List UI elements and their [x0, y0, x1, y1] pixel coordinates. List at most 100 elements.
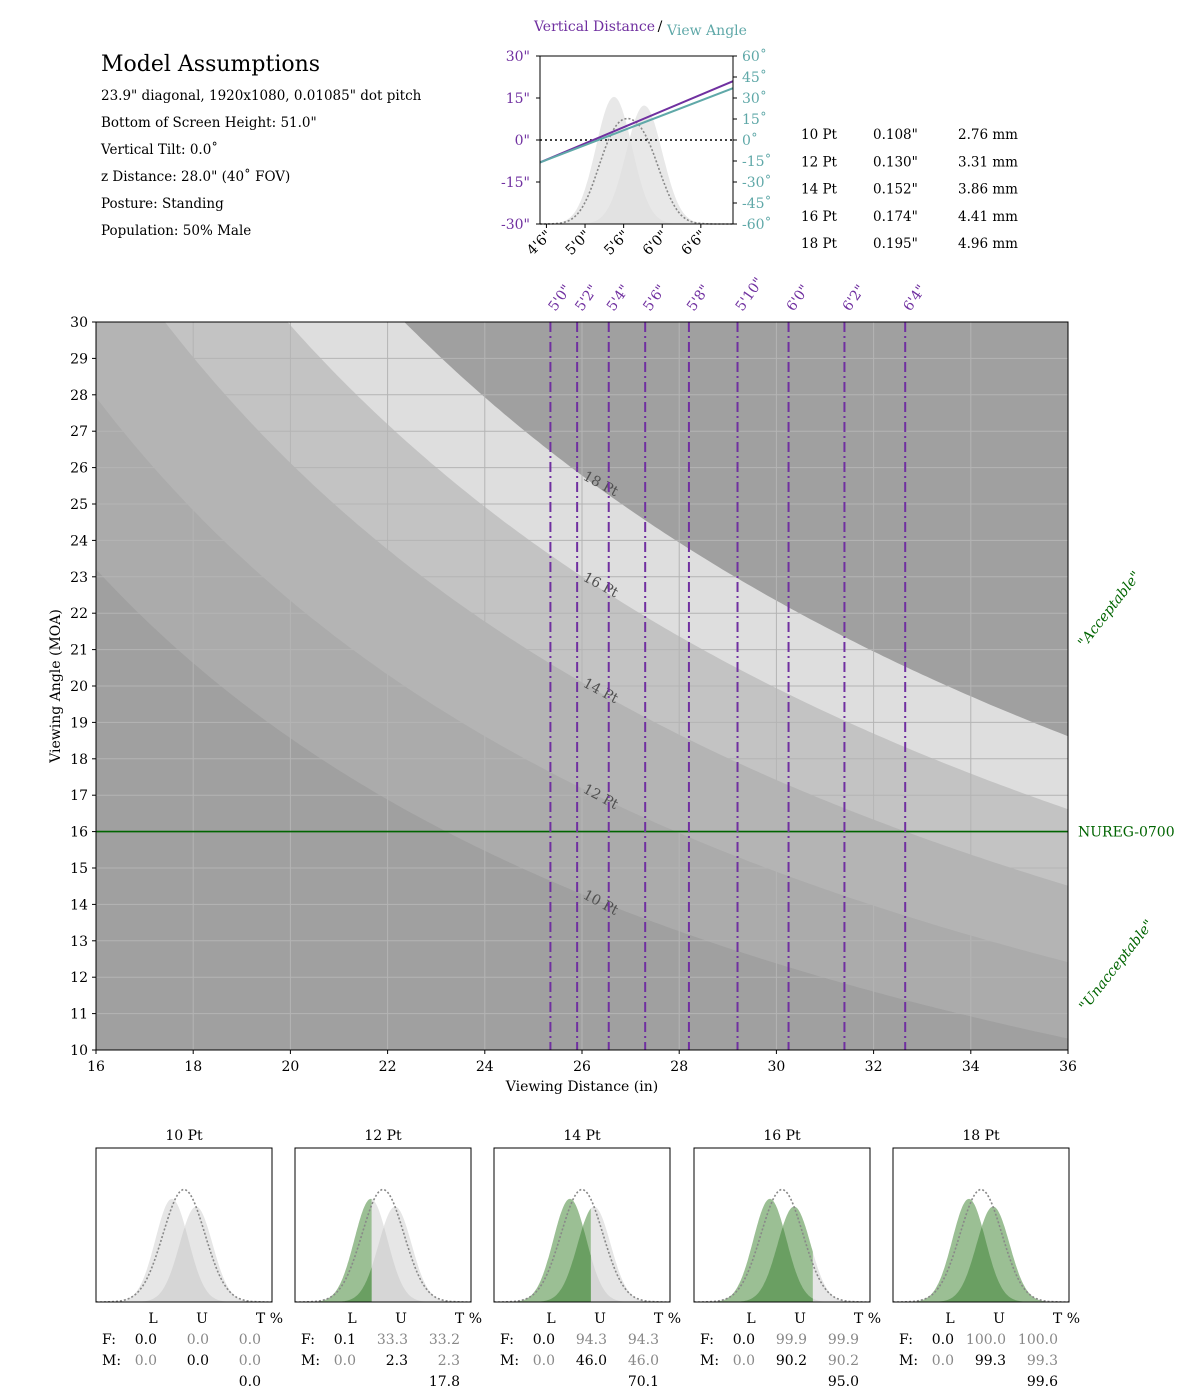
row-label-f: F: — [899, 1332, 913, 1348]
inset-title-separator: / — [658, 19, 663, 35]
female-value: 99.9 — [776, 1332, 807, 1348]
y-tick-label: 27 — [70, 424, 88, 440]
row-label-m: M: — [700, 1353, 719, 1369]
assumption-line: z Distance: 28.0" (40˚ FOV) — [101, 169, 291, 185]
panel-title: 10 Pt — [165, 1128, 203, 1144]
col-header-l: L — [945, 1311, 954, 1327]
total-curve — [295, 1188, 471, 1302]
inset-right-tick-label: 60˚ — [742, 48, 767, 65]
unacceptable-label: "Unacceptable" — [1076, 917, 1157, 1014]
inset-x-tick-label: 5'6" — [601, 228, 632, 259]
font-table-mm: 4.41 mm — [958, 209, 1018, 225]
row-label-f: F: — [500, 1332, 514, 1348]
inset-x-tick-label: 5'0" — [563, 228, 594, 259]
total-value: 70.1 — [628, 1374, 659, 1390]
female-distribution — [540, 96, 733, 224]
male-value: 90.2 — [776, 1353, 807, 1369]
panel-frame — [294, 1147, 472, 1303]
col-header-u: U — [196, 1311, 208, 1327]
col-header-l: L — [347, 1311, 356, 1327]
y-tick-label: 26 — [70, 461, 88, 477]
male-value: 0.0 — [187, 1353, 209, 1369]
assumptions-title: Model Assumptions — [101, 52, 321, 77]
y-tick-label: 11 — [70, 1007, 88, 1023]
y-tick-label: 20 — [70, 679, 88, 695]
female-accommodated — [295, 1198, 372, 1302]
accommodation-panel: 16 Pt L U T % F: M: 0.0 99.9 99.9 0.0 90.2 90.2 95.0 — [693, 1128, 881, 1390]
overlap-accommodated — [893, 1226, 1058, 1302]
font-table-pt: 12 Pt — [801, 154, 838, 170]
female-value: 0.0 — [533, 1332, 555, 1348]
accommodation-panel: 12 Pt L U T % F: M: 0.1 33.3 33.2 0.0 2.3 2.3 17.8 — [294, 1128, 482, 1390]
y-tick-label: 29 — [70, 351, 88, 367]
font-table-pt: 14 Pt — [801, 182, 838, 198]
col-header-u: U — [594, 1311, 606, 1327]
y-tick-label: 17 — [70, 788, 88, 804]
panel-frame — [493, 1147, 671, 1303]
x-tick-label: 18 — [184, 1059, 202, 1075]
row-label-m: M: — [102, 1353, 121, 1369]
font-table-mm: 3.86 mm — [958, 182, 1018, 198]
y-tick-label: 14 — [70, 897, 88, 913]
model-assumptions: Model Assumptions 23.9" diagonal, 1920x1… — [101, 52, 481, 245]
inset-right-tick-label: -15˚ — [742, 153, 772, 170]
female-value: 0.0 — [733, 1332, 755, 1348]
female-value: 94.3 — [628, 1332, 659, 1348]
y-tick-label: 13 — [70, 934, 88, 950]
row-label-m: M: — [899, 1353, 918, 1369]
female-value: 0.1 — [334, 1332, 356, 1348]
nureg-label: NUREG-0700 — [1078, 825, 1175, 841]
y-tick-label: 10 — [70, 1043, 88, 1059]
female-value: 100.0 — [1018, 1332, 1058, 1348]
x-tick-label: 26 — [573, 1059, 591, 1075]
male-value: 0.0 — [932, 1353, 954, 1369]
accommodation-panel: 14 Pt L U T % F: M: 0.0 94.3 94.3 0.0 46.0 46.0 70.1 — [493, 1128, 681, 1390]
height-marker-label: 5'0" — [546, 282, 575, 314]
y-tick-label: 23 — [70, 570, 88, 586]
y-axis-label: Viewing Angle (MOA) — [48, 609, 64, 764]
overlap-curve — [96, 1227, 272, 1302]
x-tick-label: 32 — [865, 1059, 883, 1075]
font-table-pt: 10 Pt — [801, 127, 838, 143]
height-marker-label: 5'6" — [640, 282, 669, 314]
female-value: 94.3 — [576, 1332, 607, 1348]
height-marker-label: 5'10" — [733, 275, 767, 314]
overlap-curve — [295, 1227, 471, 1302]
inset-right-tick-label: -45˚ — [742, 195, 772, 212]
inset-left-tick-label: -15" — [501, 175, 530, 191]
total-curve — [494, 1188, 670, 1302]
panel-title: 16 Pt — [763, 1128, 801, 1144]
inset-title-vertical-distance: Vertical Distance — [533, 19, 655, 35]
y-tick-label: 22 — [70, 606, 88, 622]
font-table-inch: 0.195" — [873, 236, 918, 252]
female-value: 99.9 — [828, 1332, 859, 1348]
panel-plot-area — [694, 1188, 870, 1302]
col-header-l: L — [746, 1311, 755, 1327]
female-value: 33.3 — [377, 1332, 408, 1348]
col-header-t: T % — [854, 1311, 881, 1327]
inset-right-tick-label: 30˚ — [742, 90, 767, 107]
x-tick-label: 36 — [1059, 1059, 1077, 1075]
view-angle-line — [539, 87, 734, 164]
total-curve — [694, 1188, 870, 1302]
row-label-f: F: — [700, 1332, 714, 1348]
female-value: 33.2 — [429, 1332, 460, 1348]
assumptions-lines: 23.9" diagonal, 1920x1080, 0.01085" dot … — [101, 83, 481, 245]
assumption-line: Population: 50% Male — [101, 223, 252, 239]
male-value: 0.0 — [135, 1353, 157, 1369]
x-tick-label: 30 — [767, 1059, 785, 1075]
vertical-distance-line — [539, 80, 734, 164]
height-marker-label: 6'0" — [784, 282, 813, 314]
font-table-inch: 0.130" — [873, 154, 918, 170]
y-tick-label: 28 — [70, 388, 88, 404]
assumption-line: Bottom of Screen Height: 51.0" — [101, 115, 317, 131]
panel-frame — [693, 1147, 871, 1303]
male-value: 0.0 — [533, 1353, 555, 1369]
inset-right-tick-label: 15˚ — [742, 111, 767, 128]
panel-plot-area — [893, 1188, 1069, 1302]
male-value: 2.3 — [386, 1353, 408, 1369]
inset-left-tick-label: -30" — [501, 217, 530, 233]
x-tick-label: 28 — [670, 1059, 688, 1075]
total-curve — [893, 1188, 1069, 1302]
